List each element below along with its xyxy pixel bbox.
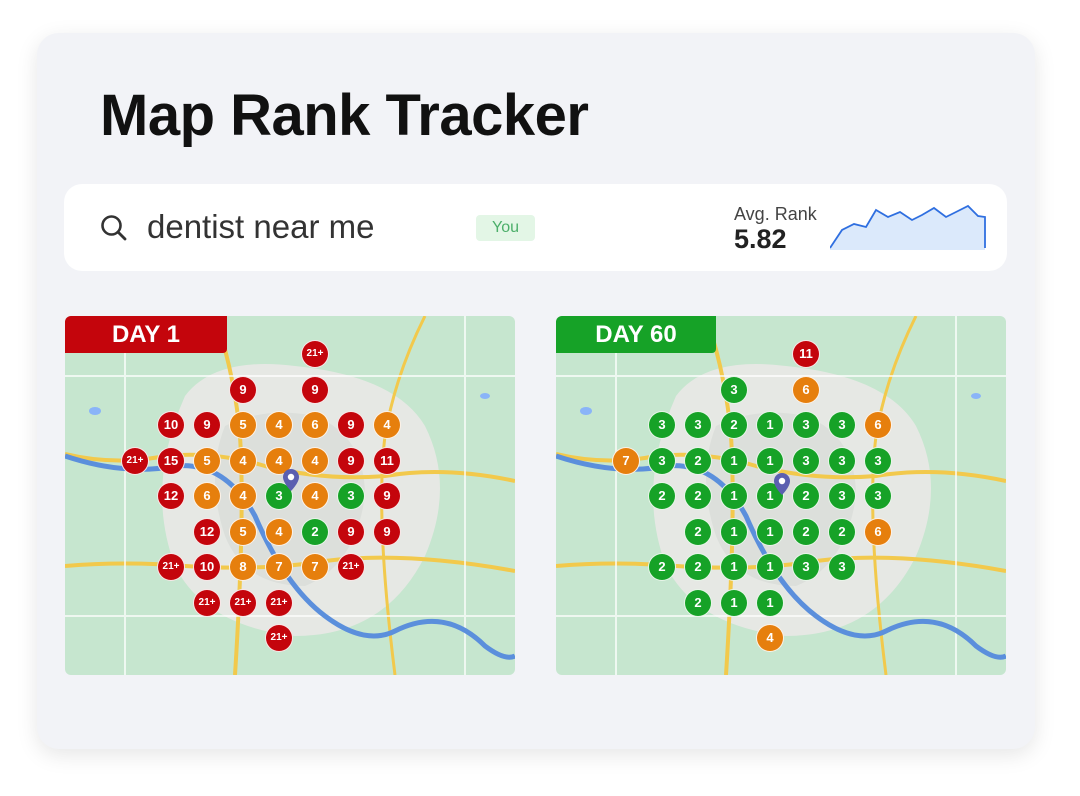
rank-pin[interactable]: 9 <box>373 482 401 510</box>
rank-pin[interactable]: 10 <box>193 553 221 581</box>
rank-pin[interactable]: 3 <box>648 446 676 475</box>
avg-rank-label: Avg. Rank <box>734 204 817 224</box>
rank-pin[interactable]: 5 <box>229 411 257 439</box>
rank-pin[interactable]: 4 <box>756 624 784 652</box>
rank-pin[interactable]: 5 <box>193 446 221 475</box>
rank-pin[interactable]: 2 <box>301 517 329 546</box>
rank-pin[interactable]: 2 <box>792 517 820 546</box>
rank-pin[interactable]: 4 <box>229 482 257 510</box>
rank-pin[interactable]: 9 <box>373 517 401 546</box>
map-panel-day-1[interactable]: DAY 1 21+ 9 9 10 9 5 4 6 9 4 21+ 15 5 4 4 4 9 11 12 6 4 3 4 3 9 1… <box>65 316 515 675</box>
business-location-pin-icon <box>283 469 299 491</box>
rank-pin[interactable]: 11 <box>373 446 401 475</box>
rank-pin[interactable]: 3 <box>792 553 820 581</box>
rank-pin[interactable]: 2 <box>720 411 748 439</box>
rank-pin[interactable]: 3 <box>720 375 748 404</box>
rank-pin[interactable]: 2 <box>828 517 856 546</box>
rank-pin[interactable]: 21+ <box>193 588 221 617</box>
rank-pin[interactable]: 6 <box>193 482 221 510</box>
rank-pin[interactable]: 9 <box>301 375 329 404</box>
rank-pin[interactable]: 2 <box>648 482 676 510</box>
rank-pin[interactable]: 3 <box>684 411 712 439</box>
rank-pin[interactable]: 1 <box>720 553 748 581</box>
rank-pin[interactable]: 6 <box>301 411 329 439</box>
page-title: Map Rank Tracker <box>100 83 589 148</box>
business-location-pin-icon <box>774 473 790 495</box>
rank-pin[interactable]: 9 <box>337 517 365 546</box>
rank-pin[interactable]: 1 <box>756 517 784 546</box>
rank-pin[interactable]: 10 <box>157 411 185 439</box>
rank-pin[interactable]: 4 <box>265 517 293 546</box>
rank-pin[interactable]: 21+ <box>337 553 365 581</box>
rank-pin[interactable]: 21+ <box>301 340 329 368</box>
rank-pin[interactable]: 2 <box>684 553 712 581</box>
rank-pin[interactable]: 21+ <box>229 588 257 617</box>
rank-pin[interactable]: 2 <box>684 482 712 510</box>
rank-pin[interactable]: 1 <box>756 588 784 617</box>
avg-rank-value: 5.82 <box>734 224 787 254</box>
rank-pin[interactable]: 2 <box>648 553 676 581</box>
rank-pin[interactable]: 4 <box>229 446 257 475</box>
rank-pin[interactable]: 3 <box>792 446 820 475</box>
rank-pin[interactable]: 3 <box>828 482 856 510</box>
rank-pin[interactable]: 3 <box>337 482 365 510</box>
rank-pin[interactable]: 12 <box>193 517 221 546</box>
day-badge: DAY 1 <box>65 316 227 353</box>
rank-pin[interactable]: 12 <box>157 482 185 510</box>
avg-rank-sparkline <box>830 204 986 250</box>
rank-pin[interactable]: 7 <box>301 553 329 581</box>
rank-pin[interactable]: 3 <box>864 482 892 510</box>
rank-pin[interactable]: 6 <box>864 517 892 546</box>
rank-pin[interactable]: 3 <box>792 411 820 439</box>
rank-pin[interactable]: 9 <box>337 411 365 439</box>
rank-pin[interactable]: 2 <box>684 446 712 475</box>
rank-pin[interactable]: 4 <box>265 411 293 439</box>
search-icon <box>101 215 127 241</box>
rank-pin[interactable]: 21+ <box>157 553 185 581</box>
rank-pin[interactable]: 6 <box>792 375 820 404</box>
rank-pin[interactable]: 4 <box>373 411 401 439</box>
rank-pin[interactable]: 7 <box>612 446 640 475</box>
rank-pin[interactable]: 11 <box>792 340 820 368</box>
rank-pin[interactable]: 1 <box>756 446 784 475</box>
rank-pin[interactable]: 3 <box>828 446 856 475</box>
search-query[interactable]: dentist near me <box>147 208 375 245</box>
rank-pin[interactable]: 6 <box>864 411 892 439</box>
rank-pin[interactable]: 1 <box>756 411 784 439</box>
rank-pin[interactable]: 21+ <box>265 588 293 617</box>
rank-pin[interactable]: 3 <box>648 411 676 439</box>
rank-pin[interactable]: 4 <box>301 446 329 475</box>
you-badge: You <box>476 215 535 241</box>
rank-pin[interactable]: 21+ <box>265 624 293 652</box>
rank-pin[interactable]: 1 <box>756 553 784 581</box>
day-badge: DAY 60 <box>556 316 716 353</box>
rank-pin[interactable]: 9 <box>229 375 257 404</box>
rank-pin[interactable]: 2 <box>684 588 712 617</box>
rank-pin[interactable]: 7 <box>265 553 293 581</box>
rank-pin[interactable]: 9 <box>337 446 365 475</box>
rank-pin[interactable]: 1 <box>720 588 748 617</box>
rank-pin[interactable]: 8 <box>229 553 257 581</box>
rank-pin[interactable]: 3 <box>828 553 856 581</box>
rank-pin[interactable]: 3 <box>828 411 856 439</box>
rank-pin[interactable]: 1 <box>720 517 748 546</box>
rank-pin[interactable]: 3 <box>864 446 892 475</box>
map-panel-day-60[interactable]: DAY 60 11 3 6 3 3 2 1 3 3 6 7 3 2 1 1 3 3 3 2 2 1 1 2 3 3 2 1 1 2 2 6 2… <box>556 316 1006 675</box>
rank-pin[interactable]: 2 <box>792 482 820 510</box>
rank-pin[interactable]: 15 <box>157 446 185 475</box>
rank-pin[interactable]: 1 <box>720 446 748 475</box>
rank-pin[interactable]: 4 <box>301 482 329 510</box>
rank-pin[interactable]: 5 <box>229 517 257 546</box>
keyword-search-bar[interactable]: dentist near me You Avg. Rank 5.82 <box>64 184 1007 271</box>
rank-pin[interactable]: 9 <box>193 411 221 439</box>
rank-pin[interactable]: 1 <box>720 482 748 510</box>
rank-pin[interactable]: 2 <box>684 517 712 546</box>
rank-pin[interactable]: 21+ <box>121 446 149 475</box>
